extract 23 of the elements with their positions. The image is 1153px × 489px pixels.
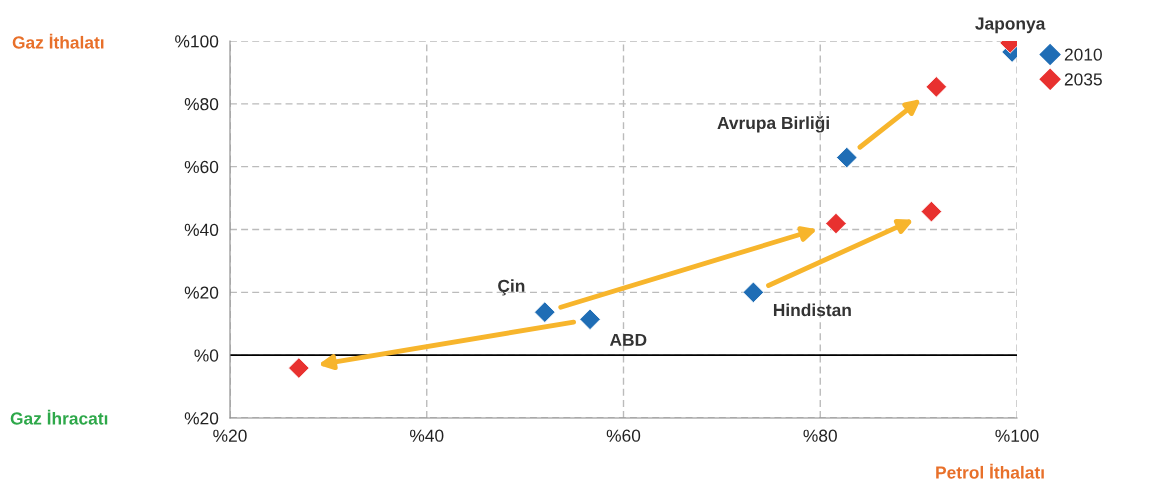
y-tick-label: %0 [194,349,219,362]
y-tick-label: %80 [184,98,219,111]
point [920,200,943,223]
legend-label: 2010 [1064,48,1102,61]
x-tick-label: %20 [213,429,247,442]
text: Gaz İthalatı [12,33,104,49]
text: Gaz İhracatı [10,409,108,425]
x-tick-label: %60 [606,429,641,442]
x-tick-label: %100 [995,429,1039,442]
y-tick-label: %40 [184,223,219,236]
annotation: ABD [609,333,647,346]
legend-label: 2035 [1064,73,1102,86]
y-tick-label: %20 [184,412,219,425]
annotation: Avrupa Birliği [717,116,829,133]
annotation: Japonya [975,17,1046,34]
annotation: Çin [498,279,525,296]
y-tick-label: %20 [184,286,219,299]
y-tick-label: %100 [175,35,219,48]
y-tick-label: %60 [184,160,219,174]
x-tick-label: %80 [803,429,837,442]
x-axis-title: Petrol İthalatı [936,463,1044,479]
x-tick-label: %40 [410,429,444,442]
annotation: Hindistan [773,303,851,317]
